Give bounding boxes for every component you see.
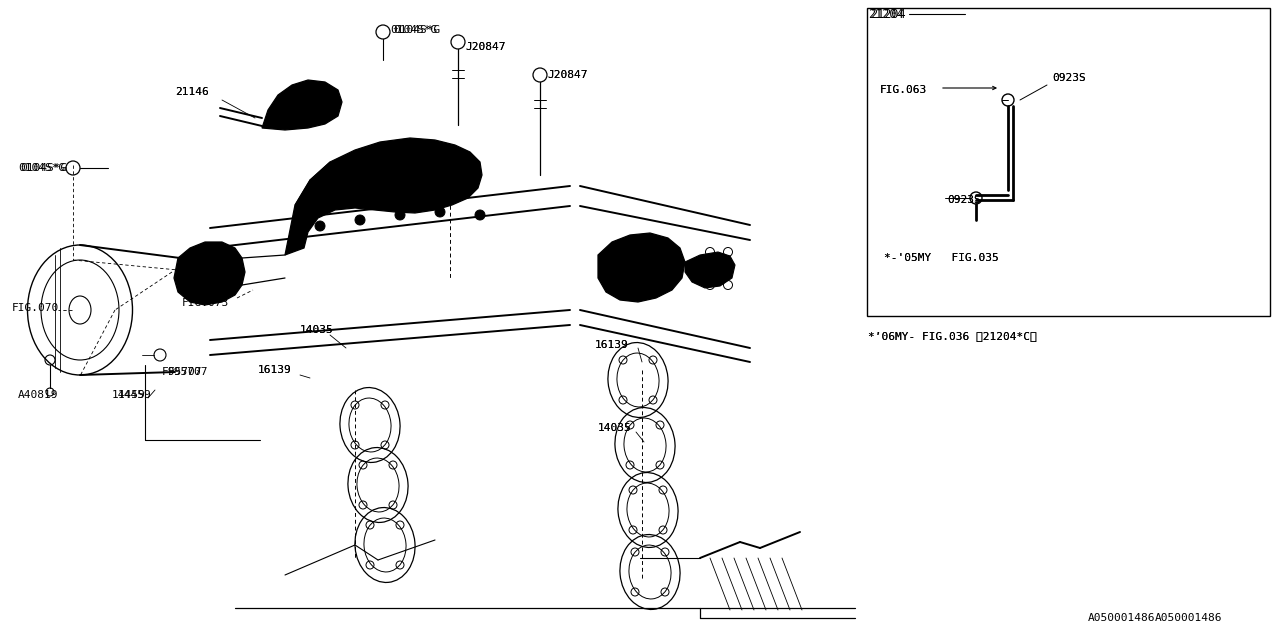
Text: J20847: J20847 [465,42,506,52]
Text: 0104S*G: 0104S*G [393,25,440,35]
Text: FIG.070: FIG.070 [12,303,59,313]
Text: *-'05MY   FIG.035: *-'05MY FIG.035 [884,253,998,263]
Text: F95707: F95707 [163,367,202,377]
Text: A40819: A40819 [18,390,59,400]
Text: F95707: F95707 [168,367,209,377]
Text: FIG.050-14: FIG.050-14 [346,175,412,185]
Text: 21204: 21204 [868,8,904,20]
Text: 16139: 16139 [595,340,628,350]
Text: 16139: 16139 [259,365,292,375]
Circle shape [355,215,365,225]
Polygon shape [262,80,342,130]
Text: 16139: 16139 [259,365,292,375]
Text: FIG.063: FIG.063 [881,85,927,95]
Text: 21146: 21146 [175,87,209,97]
Text: 16139: 16139 [595,340,628,350]
Text: A050001486: A050001486 [1088,613,1155,623]
Text: FIG.050-14: FIG.050-14 [346,175,412,185]
Bar [867,8,1270,316]
Circle shape [396,210,404,220]
Circle shape [475,210,485,220]
Text: 14459: 14459 [113,390,146,400]
Text: *'06MY- FIG.036 。21204*C〃: *'06MY- FIG.036 。21204*C〃 [868,331,1037,341]
Text: 21204: 21204 [870,8,906,20]
Circle shape [435,207,445,217]
Circle shape [315,221,325,231]
Text: 0923S: 0923S [947,195,980,205]
Text: 14035: 14035 [598,423,632,433]
Polygon shape [598,233,685,302]
Text: 0104S*G: 0104S*G [20,163,68,173]
Text: A050001486: A050001486 [1155,613,1222,623]
Polygon shape [174,242,244,305]
Text: 14035: 14035 [300,325,334,335]
Text: 0923S: 0923S [947,195,980,205]
Text: J20847: J20847 [465,42,506,52]
Text: J20847: J20847 [547,70,588,80]
Polygon shape [685,252,735,288]
Text: 14035: 14035 [598,423,632,433]
Polygon shape [285,138,483,255]
Text: 14459: 14459 [118,390,152,400]
Text: *-'05MY   FIG.035: *-'05MY FIG.035 [884,253,998,263]
Text: 14035: 14035 [300,325,334,335]
Text: 0104S*G: 0104S*G [390,25,438,35]
Text: FIG.073: FIG.073 [182,298,229,308]
Text: 0104S*G: 0104S*G [18,163,65,173]
Text: 0923S: 0923S [1052,73,1085,83]
Text: *’06MY- FIG.036 。21204*C〃: *’06MY- FIG.036 。21204*C〃 [868,331,1037,341]
Text: FIG.063: FIG.063 [881,85,927,95]
Text: J20847: J20847 [547,70,588,80]
Text: 0923S: 0923S [1052,73,1085,83]
Text: 21146: 21146 [175,87,209,97]
